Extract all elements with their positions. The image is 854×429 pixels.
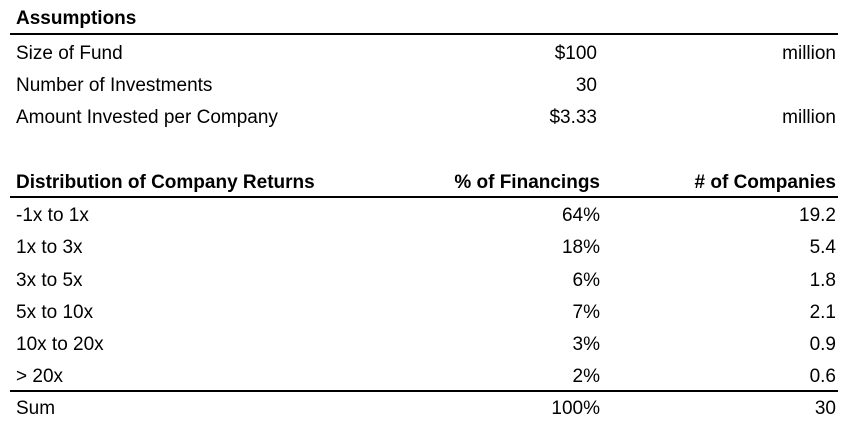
distribution-row-label: > 20x — [16, 366, 64, 387]
sum-count: 30 — [814, 398, 836, 419]
distribution-row-label: 5x to 10x — [16, 302, 94, 323]
distribution-row-label: 10x to 20x — [16, 334, 104, 355]
distribution-row-pct: 6% — [572, 270, 600, 291]
distribution-header-count: # of Companies — [694, 172, 836, 193]
distribution-row-pct: 64% — [561, 205, 600, 226]
distribution-row-count: 2.1 — [809, 302, 836, 323]
assumption-label: Size of Fund — [16, 43, 123, 64]
sum-pct: 100% — [551, 398, 600, 419]
distribution-header-category: Distribution of Company Returns — [16, 172, 315, 193]
distribution-row-count: 19.2 — [799, 205, 836, 226]
distribution-row-count: 0.6 — [809, 366, 836, 387]
assumption-label: Amount Invested per Company — [16, 107, 278, 128]
assumptions-title-underline — [10, 33, 838, 35]
distribution-row-count: 1.8 — [809, 270, 836, 291]
distribution-row-pct: 7% — [572, 302, 600, 323]
distribution-row-label: 1x to 3x — [16, 237, 83, 258]
distribution-row-label: 3x to 5x — [16, 270, 83, 291]
distribution-row-pct: 3% — [572, 334, 600, 355]
distribution-row-count: 5.4 — [809, 237, 836, 258]
distribution-row-pct: 18% — [561, 237, 600, 258]
sum-label: Sum — [16, 398, 56, 419]
assumptions-title: Assumptions — [16, 8, 137, 29]
distribution-row-count: 0.9 — [809, 334, 836, 355]
assumption-value: $3.33 — [549, 107, 597, 128]
sum-divider — [10, 390, 838, 392]
assumption-unit: million — [782, 107, 836, 128]
assumption-value: $100 — [554, 43, 597, 64]
distribution-header-underline — [10, 196, 838, 198]
assumption-label: Number of Investments — [16, 75, 213, 96]
distribution-row-pct: 2% — [572, 366, 600, 387]
assumption-value: 30 — [575, 75, 597, 96]
assumption-unit: million — [782, 43, 836, 64]
distribution-row-label: -1x to 1x — [16, 205, 89, 226]
distribution-header-pct: % of Financings — [454, 172, 600, 193]
